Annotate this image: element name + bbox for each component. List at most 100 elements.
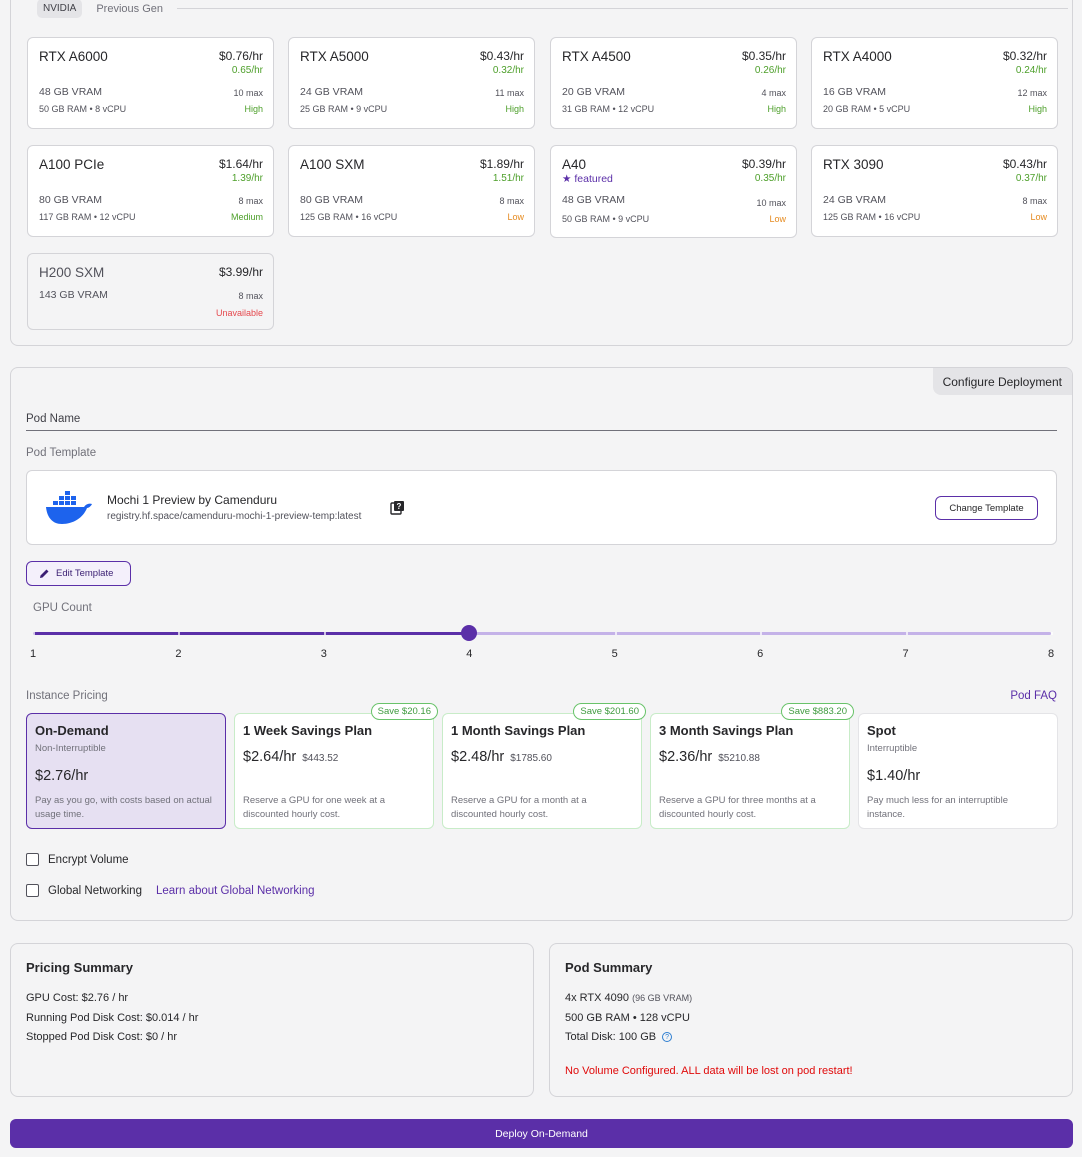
change-template-button[interactable]: Change Template [935, 496, 1038, 520]
gpu-price: $0.43/hr [479, 49, 524, 63]
gpu-name: RTX A4500 [562, 49, 631, 64]
gpu-spot-price: 1.51/hr [492, 173, 524, 184]
plan-spot[interactable]: Spot Interruptible $1.40/hr Pay much les… [858, 713, 1058, 829]
slider-tick-mark [178, 632, 181, 635]
gpu-card-a100-pcie[interactable]: A100 PCIe $1.64/hr 1.39/hr 80 GB VRAM 8 … [27, 145, 274, 237]
slider-tick-label[interactable]: 8 [1047, 648, 1055, 660]
gpu-card-a40[interactable]: A40 ★ featured $0.39/hr 0.35/hr 48 GB VR… [550, 145, 797, 238]
gpu-availability: Low [1030, 212, 1047, 222]
plan-description: Reserve a GPU for one week at a discount… [243, 795, 386, 820]
gpu-spot-price: 0.26/hr [754, 65, 786, 76]
gpu-card-rtx-a5000[interactable]: RTX A5000 $0.43/hr 0.32/hr 24 GB VRAM 11… [288, 37, 535, 129]
savings-badge: Save $883.20 [781, 703, 854, 720]
running-disk-cost: Running Pod Disk Cost: $0.014 / hr [26, 1012, 199, 1024]
template-image: registry.hf.space/camenduru-mochi-1-prev… [107, 511, 362, 522]
plan-description: Reserve a GPU for a month at a discounte… [451, 795, 587, 820]
slider-tick-label[interactable]: 4 [466, 648, 473, 660]
plan-price: $2.48/hr $1785.60 [451, 749, 552, 765]
edit-template-label: Edit Template [56, 568, 114, 579]
gpu-specs: 20 GB RAM • 5 vCPU [823, 104, 911, 114]
gpu-max-count: 8 max [238, 291, 263, 301]
deploy-on-demand-button[interactable]: Deploy On-Demand [10, 1119, 1073, 1148]
gpu-card-rtx-a4500[interactable]: RTX A4500 $0.35/hr 0.26/hr 20 GB VRAM 4 … [550, 37, 797, 129]
gpu-card-rtx-a6000[interactable]: RTX A6000 $0.76/hr 0.65/hr 48 GB VRAM 10… [27, 37, 274, 129]
gpu-vram: 16 GB VRAM [823, 86, 887, 98]
gpu-card-rtx-a4000[interactable]: RTX A4000 $0.32/hr 0.24/hr 16 GB VRAM 12… [811, 37, 1058, 129]
gpu-max-count: 4 max [761, 88, 786, 98]
tab-previous-gen[interactable]: Previous Gen [96, 2, 163, 15]
readme-icon[interactable]: ? [390, 500, 405, 515]
slider-tick-mark [33, 632, 35, 635]
gpu-name: A100 PCIe [39, 157, 105, 172]
slider-tick-mark [323, 632, 326, 635]
gpu-price: $0.43/hr [1002, 157, 1047, 171]
plan-3-month-savings[interactable]: Save $883.20 3 Month Savings Plan $2.36/… [650, 703, 854, 829]
plan-on-demand[interactable]: On-Demand Non-Interruptible $2.76/hr Pay… [26, 713, 226, 829]
plan-1-week-savings[interactable]: Save $20.16 1 Week Savings Plan $2.64/hr… [234, 703, 438, 829]
gpu-vendor-tabs: NVIDIA Previous Gen [37, 0, 1068, 18]
gpu-count-slider-thumb[interactable] [461, 625, 478, 641]
gpu-card-rtx-3090[interactable]: RTX 3090 $0.43/hr 0.37/hr 24 GB VRAM 8 m… [811, 145, 1058, 237]
gpu-spot-price: 0.32/hr [492, 65, 524, 76]
gpu-count-label: GPU Count [33, 602, 92, 614]
gpu-card-a100-sxm[interactable]: A100 SXM $1.89/hr 1.51/hr 80 GB VRAM 8 m… [288, 145, 535, 237]
global-networking-label: Global Networking [48, 884, 142, 897]
slider-tick-label[interactable]: 1 [29, 648, 37, 660]
gpu-specs: 50 GB RAM • 9 vCPU [562, 214, 650, 224]
pod-name-field[interactable]: Pod Name [26, 413, 81, 425]
global-networking-checkbox[interactable] [26, 884, 39, 897]
divider [177, 8, 1068, 9]
encrypt-volume-checkbox[interactable] [26, 853, 39, 866]
gpu-max-count: 10 max [233, 88, 263, 98]
gpu-vram: 24 GB VRAM [300, 86, 364, 98]
slider-tick-label[interactable]: 2 [175, 648, 182, 660]
slider-tick-label[interactable]: 3 [320, 648, 327, 660]
docker-icon [46, 491, 92, 524]
pod-summary-card: Pod Summary 4x RTX 4090 (96 GB VRAM) 500… [549, 943, 1073, 1097]
plan-title: Spot [867, 723, 896, 738]
pod-gpus: 4x RTX 4090 (96 GB VRAM) [565, 992, 693, 1004]
plan-price: $1.40/hr [867, 768, 921, 784]
slider-tick-mark [1051, 632, 1053, 635]
plan-price: $2.36/hr $5210.88 [659, 749, 760, 765]
svg-text:?: ? [397, 502, 402, 511]
plan-description: Pay much less for an interruptible insta… [867, 795, 1008, 820]
gpu-vram: 48 GB VRAM [39, 86, 103, 98]
gpu-vram: 143 GB VRAM [39, 289, 108, 301]
gpu-price: $0.39/hr [741, 157, 786, 171]
template-name: Mochi 1 Preview by Camenduru [107, 493, 278, 507]
slider-tick-label[interactable]: 5 [611, 648, 618, 660]
gpu-price: $1.89/hr [479, 157, 524, 171]
gpu-spot-price: 1.39/hr [231, 173, 263, 184]
slider-tick-label[interactable]: 7 [902, 648, 909, 660]
plan-description: Reserve a GPU for three months at a disc… [659, 795, 816, 820]
plan-subtitle: Non-Interruptible [35, 743, 106, 754]
edit-template-button[interactable]: Edit Template [26, 561, 131, 586]
pricing-summary-card: Pricing Summary GPU Cost: $2.76 / hr Run… [10, 943, 534, 1097]
help-icon[interactable]: ? [662, 1032, 673, 1043]
gpu-availability: Unavailable [215, 308, 263, 318]
instance-pricing-label: Instance Pricing [26, 690, 108, 702]
slider-tick-mark [760, 632, 763, 635]
gpu-name: A100 SXM [300, 157, 365, 172]
slider-tick-mark [614, 632, 617, 635]
pod-ram-cpu: 500 GB RAM • 128 vCPU [565, 1012, 690, 1024]
plan-title: On-Demand [35, 723, 109, 738]
gpu-card-h200-sxm[interactable]: H200 SXM $3.99/hr 143 GB VRAM 8 max Unav… [27, 253, 274, 330]
gpu-cost: GPU Cost: $2.76 / hr [26, 992, 129, 1004]
plan-1-month-savings[interactable]: Save $201.60 1 Month Savings Plan $2.48/… [442, 703, 646, 829]
gpu-count-slider[interactable] [33, 625, 1053, 641]
gpu-name: RTX A4000 [823, 49, 892, 64]
pencil-icon [40, 569, 49, 578]
gpu-availability: High [505, 104, 524, 114]
gpu-availability: High [767, 104, 786, 114]
pod-faq-link[interactable]: Pod FAQ [1010, 690, 1057, 702]
gpu-specs: 50 GB RAM • 8 vCPU [39, 104, 127, 114]
tab-nvidia[interactable]: NVIDIA [37, 0, 83, 18]
learn-global-networking-link[interactable]: Learn about Global Networking [155, 884, 315, 897]
encrypt-volume-label: Encrypt Volume [48, 853, 129, 866]
gpu-specs: 125 GB RAM • 16 vCPU [300, 212, 398, 222]
plan-price: $2.64/hr $443.52 [243, 749, 339, 765]
slider-tick-label[interactable]: 6 [757, 648, 764, 660]
gpu-selection-panel: NVIDIA Previous Gen RTX A6000 $0.76/hr 0… [10, 0, 1073, 346]
